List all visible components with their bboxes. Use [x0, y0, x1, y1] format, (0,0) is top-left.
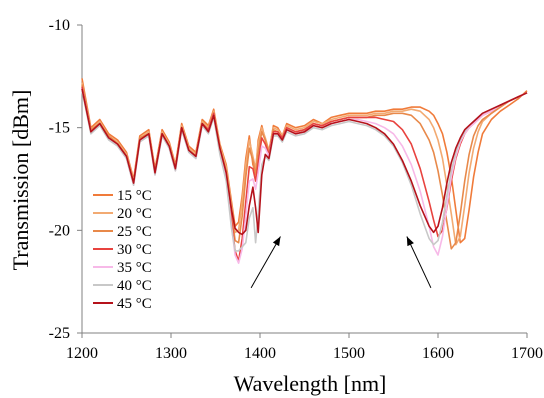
- arrow-head: [406, 236, 414, 247]
- legend-label-6: 45 °C: [117, 296, 152, 312]
- y-tick-label: -25: [49, 325, 70, 342]
- y-axis-title: Transmission [dBm]: [8, 90, 33, 271]
- y-tick-label: -10: [49, 17, 70, 34]
- arrow-head: [272, 236, 281, 247]
- x-axis-title: Wavelength [nm]: [234, 371, 387, 396]
- x-tick-label: 1600: [422, 345, 454, 362]
- y-tick-label: -20: [49, 222, 70, 239]
- axis-frame: [81, 25, 527, 334]
- x-tick-label: 1500: [333, 345, 365, 362]
- legend-label-5: 40 °C: [117, 278, 152, 294]
- arrow-shaft: [406, 236, 432, 289]
- series-lines: [81, 78, 528, 264]
- y-axis-ticks: -10 -15 -20 -25: [49, 17, 82, 342]
- x-tick-label: 1200: [66, 345, 98, 362]
- x-tick-label: 1300: [155, 345, 187, 362]
- annotation-arrows: [250, 236, 432, 289]
- legend-label-2: 25 °C: [117, 224, 152, 240]
- legend-label-3: 30 °C: [117, 242, 152, 258]
- x-tick-label: 1700: [511, 345, 543, 362]
- legend: 15 °C 20 °C 25 °C 30 °C 35 °C 40 °C 45 °C: [93, 188, 152, 312]
- series-line-6: [81, 88, 528, 236]
- y-tick-label: -15: [49, 120, 70, 137]
- arrow-annotation-0: [250, 236, 281, 289]
- legend-label-4: 35 °C: [117, 260, 152, 276]
- legend-label-0: 15 °C: [117, 188, 152, 204]
- legend-label-1: 20 °C: [117, 206, 152, 222]
- x-tick-label: 1400: [244, 345, 276, 362]
- arrow-shaft: [250, 236, 281, 289]
- arrow-annotation-1: [406, 236, 432, 289]
- x-axis-ticks: 1200 1300 1400 1500 1600 1700: [66, 333, 543, 362]
